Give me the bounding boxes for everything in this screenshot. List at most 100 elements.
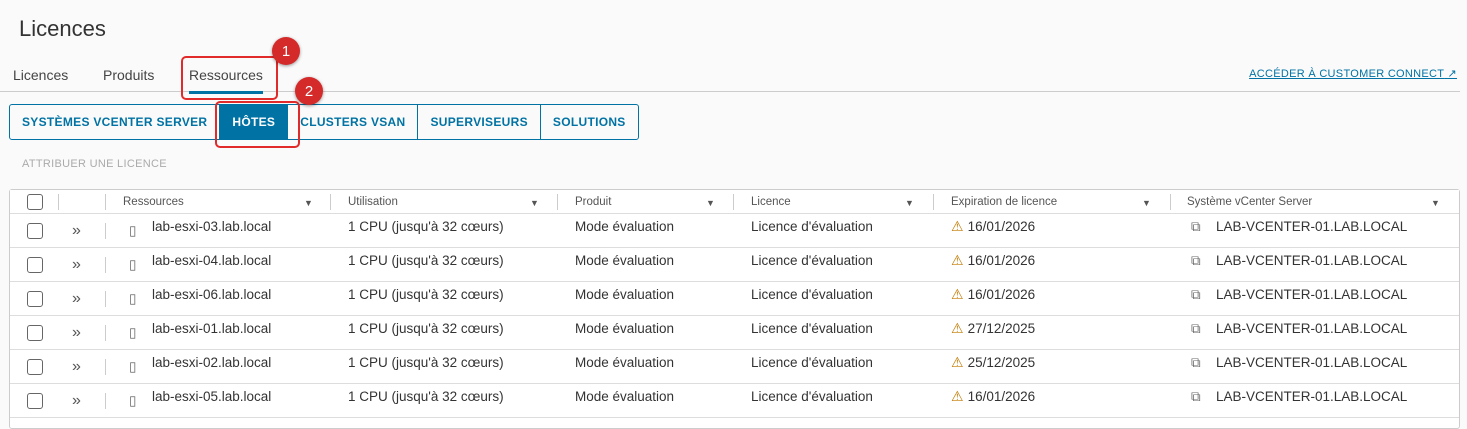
row-checkbox[interactable] bbox=[27, 316, 43, 349]
expand-row-icon[interactable]: » bbox=[72, 391, 81, 409]
filter-icon[interactable]: ▼ bbox=[530, 198, 539, 208]
segment-supervisors[interactable]: SUPERVISEURS bbox=[418, 105, 541, 139]
expiration-date: 16/01/2026 bbox=[967, 253, 1036, 268]
tab-bar: Licences Produits Ressources bbox=[0, 60, 1460, 94]
annotation-box-1 bbox=[181, 56, 278, 100]
host-name[interactable]: lab-esxi-02.lab.local bbox=[152, 355, 272, 370]
expand-row-icon[interactable]: » bbox=[72, 221, 81, 239]
product: Mode évaluation bbox=[575, 389, 675, 404]
table-row: » ▯ lab-esxi-04.lab.local 1 CPU (jusqu'à… bbox=[10, 248, 1459, 282]
col-produit[interactable]: Produit bbox=[575, 195, 612, 208]
utilisation: 1 CPU (jusqu'à 32 cœurs) bbox=[348, 321, 504, 336]
utilisation: 1 CPU (jusqu'à 32 cœurs) bbox=[348, 389, 504, 404]
host-icon: ▯ bbox=[129, 392, 137, 408]
annotation-box-2 bbox=[215, 101, 300, 148]
product: Mode évaluation bbox=[575, 219, 675, 234]
host-name[interactable]: lab-esxi-05.lab.local bbox=[152, 389, 272, 404]
filter-icon[interactable]: ▼ bbox=[1431, 198, 1440, 208]
product: Mode évaluation bbox=[575, 253, 675, 268]
utilisation: 1 CPU (jusqu'à 32 cœurs) bbox=[348, 287, 504, 302]
host-icon: ▯ bbox=[129, 222, 137, 238]
license: Licence d'évaluation bbox=[751, 321, 873, 336]
filter-icon[interactable]: ▼ bbox=[304, 198, 313, 208]
host-name[interactable]: lab-esxi-06.lab.local bbox=[152, 287, 272, 302]
filter-icon[interactable]: ▼ bbox=[706, 198, 715, 208]
segment-vsan[interactable]: CLUSTERS VSAN bbox=[288, 105, 419, 139]
segment-hosts[interactable]: HÔTES bbox=[220, 105, 289, 139]
product: Mode évaluation bbox=[575, 355, 675, 370]
expiration: ⚠ 27/12/2025 bbox=[951, 312, 1035, 345]
col-expiration[interactable]: Expiration de licence bbox=[951, 195, 1058, 208]
vcenter-name[interactable]: LAB-VCENTER-01.LAB.LOCAL bbox=[1216, 389, 1408, 404]
expiration-date: 16/01/2026 bbox=[967, 219, 1036, 234]
warning-icon: ⚠ bbox=[951, 320, 964, 336]
product: Mode évaluation bbox=[575, 321, 675, 336]
customer-connect-label: ACCÉDER À CUSTOMER CONNECT bbox=[1249, 68, 1445, 80]
vcenter-icon: ⧉ bbox=[1191, 354, 1201, 370]
utilisation: 1 CPU (jusqu'à 32 cœurs) bbox=[348, 219, 504, 234]
expand-row-icon[interactable]: » bbox=[72, 323, 81, 341]
vcenter-name[interactable]: LAB-VCENTER-01.LAB.LOCAL bbox=[1216, 355, 1408, 370]
col-ressources[interactable]: Ressources bbox=[123, 195, 184, 208]
col-licence[interactable]: Licence bbox=[751, 195, 791, 208]
select-all-checkbox[interactable] bbox=[27, 190, 43, 213]
tab-licences[interactable]: Licences bbox=[13, 67, 69, 83]
warning-icon: ⚠ bbox=[951, 218, 964, 234]
host-icon: ▯ bbox=[129, 290, 137, 306]
table-row: » ▯ lab-esxi-01.lab.local 1 CPU (jusqu'à… bbox=[10, 316, 1459, 350]
expiration-date: 16/01/2026 bbox=[967, 389, 1036, 404]
expiration: ⚠ 16/01/2026 bbox=[951, 278, 1035, 311]
host-icon: ▯ bbox=[129, 358, 137, 374]
license: Licence d'évaluation bbox=[751, 219, 873, 234]
filter-icon[interactable]: ▼ bbox=[905, 198, 914, 208]
vcenter-name[interactable]: LAB-VCENTER-01.LAB.LOCAL bbox=[1216, 219, 1408, 234]
vcenter-name[interactable]: LAB-VCENTER-01.LAB.LOCAL bbox=[1216, 287, 1408, 302]
host-icon: ▯ bbox=[129, 256, 137, 272]
row-checkbox[interactable] bbox=[27, 384, 43, 417]
vcenter-name[interactable]: LAB-VCENTER-01.LAB.LOCAL bbox=[1216, 321, 1408, 336]
filter-icon[interactable]: ▼ bbox=[1142, 198, 1151, 208]
page-title: Licences bbox=[19, 16, 106, 41]
row-checkbox[interactable] bbox=[27, 214, 43, 247]
expiration: ⚠ 25/12/2025 bbox=[951, 346, 1035, 379]
external-link-icon: ↗ bbox=[1447, 68, 1457, 80]
vcenter-icon: ⧉ bbox=[1191, 320, 1201, 336]
utilisation: 1 CPU (jusqu'à 32 cœurs) bbox=[348, 355, 504, 370]
vcenter-icon: ⧉ bbox=[1191, 218, 1201, 234]
vcenter-name[interactable]: LAB-VCENTER-01.LAB.LOCAL bbox=[1216, 253, 1408, 268]
expiration: ⚠ 16/01/2026 bbox=[951, 380, 1035, 413]
segment-vcenter[interactable]: SYSTÈMES VCENTER SERVER bbox=[10, 105, 221, 139]
segment-solutions[interactable]: SOLUTIONS bbox=[552, 115, 626, 129]
assign-license-button[interactable]: ATTRIBUER UNE LICENCE bbox=[22, 158, 167, 170]
expiration: ⚠ 16/01/2026 bbox=[951, 244, 1035, 277]
warning-icon: ⚠ bbox=[951, 388, 964, 404]
host-name[interactable]: lab-esxi-03.lab.local bbox=[152, 219, 272, 234]
host-icon: ▯ bbox=[129, 324, 137, 340]
hosts-datagrid: Ressources ▼ Utilisation ▼ Produit ▼ Lic… bbox=[9, 189, 1460, 429]
expand-row-icon[interactable]: » bbox=[72, 255, 81, 273]
license: Licence d'évaluation bbox=[751, 389, 873, 404]
tab-produits[interactable]: Produits bbox=[103, 67, 155, 83]
row-checkbox[interactable] bbox=[27, 282, 43, 315]
col-utilisation[interactable]: Utilisation bbox=[348, 195, 398, 208]
expand-row-icon[interactable]: » bbox=[72, 357, 81, 375]
host-name[interactable]: lab-esxi-01.lab.local bbox=[152, 321, 272, 336]
table-row: » ▯ lab-esxi-02.lab.local 1 CPU (jusqu'à… bbox=[10, 350, 1459, 384]
row-checkbox[interactable] bbox=[27, 248, 43, 281]
customer-connect-link[interactable]: ACCÉDER À CUSTOMER CONNECT ↗ bbox=[1249, 67, 1457, 80]
expiration-date: 27/12/2025 bbox=[967, 321, 1036, 336]
warning-icon: ⚠ bbox=[951, 252, 964, 268]
expand-row-icon[interactable]: » bbox=[72, 289, 81, 307]
expiration-date: 16/01/2026 bbox=[967, 287, 1036, 302]
col-vcenter[interactable]: Système vCenter Server bbox=[1187, 195, 1313, 208]
vcenter-icon: ⧉ bbox=[1191, 286, 1201, 302]
vcenter-icon: ⧉ bbox=[1191, 388, 1201, 404]
table-row: » ▯ lab-esxi-06.lab.local 1 CPU (jusqu'à… bbox=[10, 282, 1459, 316]
tab-ressources[interactable]: Ressources bbox=[189, 67, 263, 94]
utilisation: 1 CPU (jusqu'à 32 cœurs) bbox=[348, 253, 504, 268]
warning-icon: ⚠ bbox=[951, 354, 964, 370]
row-checkbox[interactable] bbox=[27, 350, 43, 383]
host-name[interactable]: lab-esxi-04.lab.local bbox=[152, 253, 272, 268]
resource-type-segmented: SYSTÈMES VCENTER SERVER HÔTES CLUSTERS V… bbox=[9, 104, 639, 140]
license: Licence d'évaluation bbox=[751, 253, 873, 268]
